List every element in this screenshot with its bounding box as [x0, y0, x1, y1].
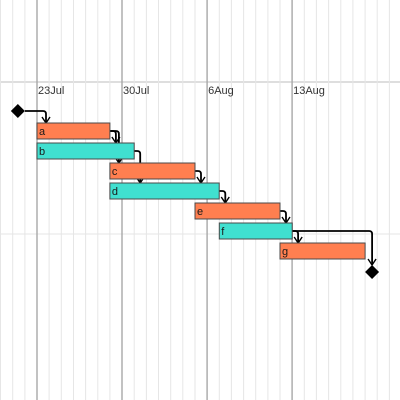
milestone-start [10, 104, 25, 118]
milestone-layer [10, 104, 380, 279]
task-bar-a [36, 122, 111, 140]
x-tick-label: 6Aug [208, 85, 234, 97]
dependency-start-a [24, 110, 47, 123]
task-layer: ab cd e f g [36, 122, 366, 260]
task-bar-g [279, 242, 366, 260]
task-label-a: a [39, 126, 46, 138]
task-bar-e [194, 202, 281, 220]
milestone-end [365, 265, 380, 279]
dependency-f-end [292, 230, 373, 265]
task-label-g: g [282, 246, 288, 258]
x-tick-label: 23Jul [38, 85, 64, 97]
dependency-b-d [134, 150, 142, 183]
task-bar-b [36, 142, 135, 160]
task-bar-d [109, 182, 220, 200]
x-tick-label: 30Jul [123, 85, 149, 97]
task-bar-c [109, 162, 196, 180]
dependency-c-d [195, 170, 202, 183]
dependency-a-c [109, 130, 120, 163]
x-tick-label: 13Aug [293, 85, 325, 97]
dependency-d-e [219, 190, 227, 203]
task-label-d: d [112, 186, 118, 198]
tick-label-layer: 23Jul 30Jul 6Aug 13Aug [38, 85, 325, 97]
task-label-b: b [39, 146, 45, 158]
task-label-c: c [112, 166, 118, 178]
task-label-e: e [197, 206, 203, 218]
task-bar-f [218, 222, 293, 240]
task-label-f: f [221, 226, 225, 238]
dependency-e-f [280, 210, 287, 223]
